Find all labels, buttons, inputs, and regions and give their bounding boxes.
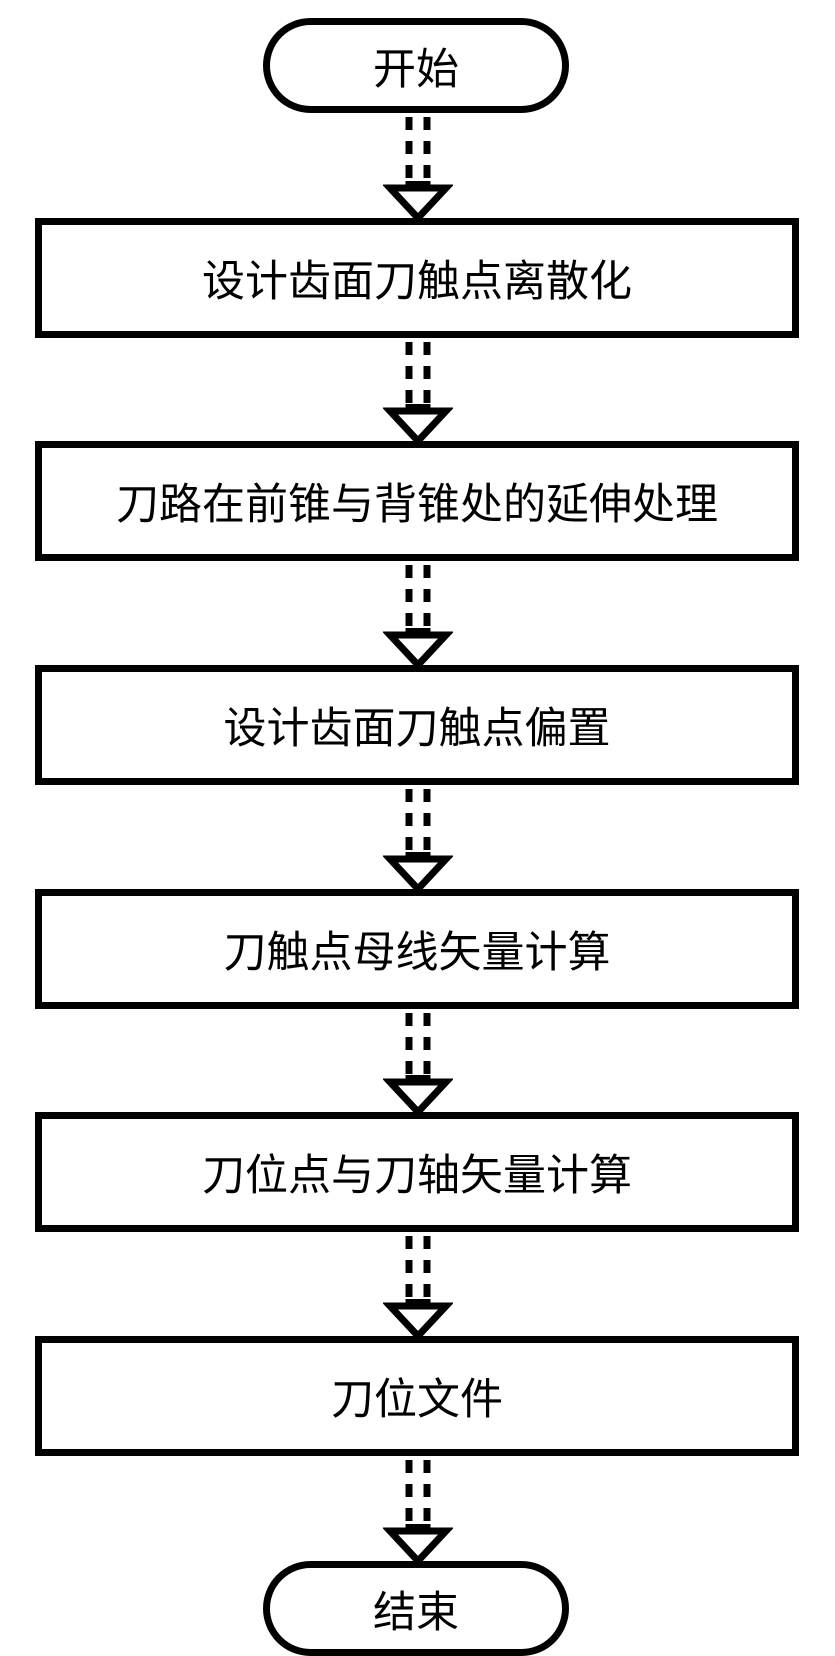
flowchart-arrow xyxy=(383,1456,453,1561)
flowchart-node-label: 刀位点与刀轴矢量计算 xyxy=(202,1141,632,1203)
flowchart-arrow xyxy=(383,1009,453,1112)
flowchart-node-step4: 刀触点母线矢量计算 xyxy=(35,889,799,1009)
flowchart-node-end: 结束 xyxy=(263,1561,569,1656)
flowchart-node-step1: 设计齿面刀触点离散化 xyxy=(35,218,799,338)
flowchart-arrow xyxy=(383,338,453,441)
flowchart-node-label: 刀位文件 xyxy=(331,1365,503,1427)
flowchart-node-step2: 刀路在前锥与背锥处的延伸处理 xyxy=(35,441,799,561)
flowchart-node-step6: 刀位文件 xyxy=(35,1336,799,1456)
flowchart-arrow xyxy=(383,113,453,218)
flowchart-container: 开始设计齿面刀触点离散化刀路在前锥与背锥处的延伸处理设计齿面刀触点偏置刀触点母线… xyxy=(0,0,835,1603)
flowchart-arrow xyxy=(383,785,453,889)
flowchart-node-label: 结束 xyxy=(373,1578,459,1640)
flowchart-node-label: 刀路在前锥与背锥处的延伸处理 xyxy=(116,470,718,532)
flowchart-arrow xyxy=(383,1232,453,1336)
flowchart-node-step3: 设计齿面刀触点偏置 xyxy=(35,665,799,785)
flowchart-arrow xyxy=(383,561,453,665)
flowchart-node-start: 开始 xyxy=(263,18,569,113)
flowchart-node-label: 开始 xyxy=(373,35,459,97)
flowchart-node-step5: 刀位点与刀轴矢量计算 xyxy=(35,1112,799,1232)
flowchart-node-label: 刀触点母线矢量计算 xyxy=(224,918,611,980)
flowchart-node-label: 设计齿面刀触点离散化 xyxy=(202,247,632,309)
flowchart-node-label: 设计齿面刀触点偏置 xyxy=(224,694,611,756)
